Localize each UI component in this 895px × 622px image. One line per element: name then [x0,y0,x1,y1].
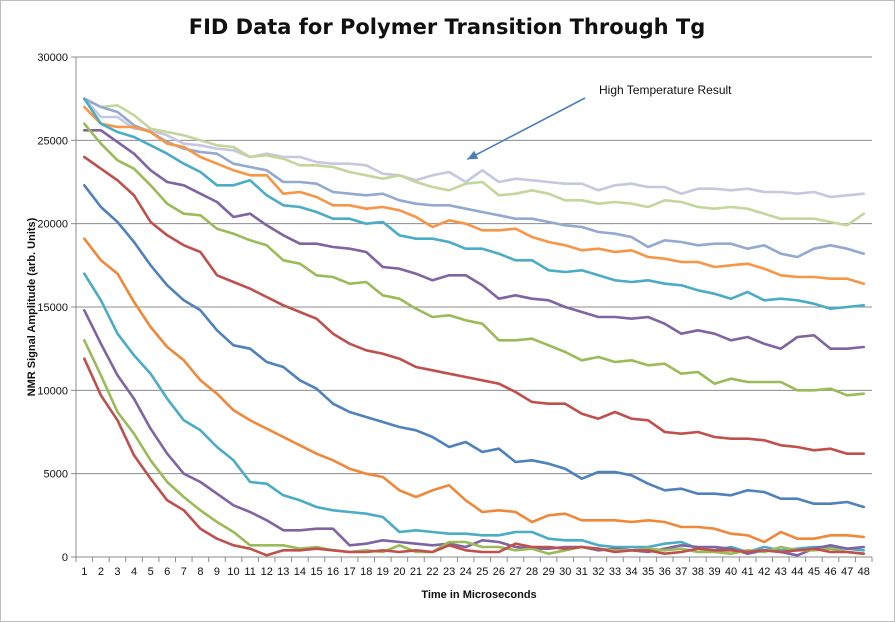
x-tick-label: 41 [742,566,754,578]
y-tick-label: 20000 [37,219,68,231]
series-line [83,272,866,554]
y-tick-label: 0 [62,552,68,564]
x-tick-label: 31 [576,566,588,578]
x-tick-label: 33 [609,566,621,578]
chart-title: FID Data for Polymer Transition Through … [189,15,706,39]
series-line [83,97,866,259]
y-tick-labels: 0 5000 10000 15000 20000 25000 30000 [37,52,68,564]
series-line [83,184,866,509]
annotation-arrow-shaft [466,97,586,161]
x-tick-label: 15 [310,566,322,578]
x-tick-label: 30 [559,566,571,578]
x-tick-label: 39 [708,566,720,578]
x-tick-label: 21 [410,566,422,578]
x-tick-label: 32 [592,566,604,578]
x-tick-label: 10 [227,566,239,578]
series-lines [83,97,866,557]
x-tick-label: 27 [509,566,521,578]
x-tick-label: 36 [659,566,671,578]
y-tick-label: 10000 [37,385,68,397]
x-tick-label: 19 [377,566,389,578]
x-axis-title: Time in Microseconds [421,589,536,601]
x-tick-labels: 1 2 3 4 5 6 7 8 9 10 11 12 13 14 15 16 17 18 19 20 21 22 23 24 2… [81,566,870,578]
x-tick-label: 11 [244,566,255,578]
x-tick-label: 13 [277,566,289,578]
x-tick-label: 47 [841,566,853,578]
x-tick-label: 38 [692,566,704,578]
x-tick-label: 43 [775,566,787,578]
y-tick-label: 25000 [37,135,68,147]
x-tick-label: 5 [148,566,154,578]
x-tick-label: 14 [294,566,306,578]
y-tick-label: 5000 [44,469,68,481]
series-line [83,237,866,544]
x-tick-label: 45 [808,566,820,578]
series-line [83,105,866,286]
x-tick-label: 18 [360,566,372,578]
x-tick-label: 9 [214,566,220,578]
y-tick-label: 30000 [37,52,68,64]
y-axis-title: NMR Signal Amplitude (arb. Units) [26,217,38,396]
x-tick-label: 29 [543,566,555,578]
x-tick-label: 46 [824,566,836,578]
x-tick-label: 1 [81,566,87,578]
annotation-arrow [466,97,586,161]
x-tick-label: 42 [758,566,770,578]
x-tick-label: 26 [493,566,505,578]
x-tick-label: 3 [114,566,120,578]
x-tick-label: 4 [131,566,137,578]
gridlines [71,56,872,558]
x-tick-label: 7 [181,566,187,578]
y-tick-label: 15000 [37,302,68,314]
x-tick-label: 6 [164,566,170,578]
x-tick-label: 48 [858,566,870,578]
x-tick-label: 40 [725,566,737,578]
x-tick-label: 34 [625,566,637,578]
x-tick-label: 44 [791,566,803,578]
x-tick-label: 25 [476,566,488,578]
series-line [83,155,866,456]
series-line [83,338,866,556]
x-tick-label: 20 [393,566,405,578]
x-tick-label: 17 [344,566,356,578]
axes [75,57,873,562]
series-line [83,122,866,397]
annotation-text: High Temperature Result [599,83,732,97]
x-tick-label: 2 [98,566,104,578]
x-tick-label: 22 [426,566,438,578]
x-tick-label: 35 [642,566,654,578]
x-tick-label: 12 [261,566,273,578]
x-tick-label: 24 [460,566,472,578]
annotation-arrowhead [467,150,479,160]
x-tick-label: 16 [327,566,339,578]
series-line [83,129,866,351]
series-line [83,97,866,311]
series-line [83,357,866,557]
x-tick-label: 23 [443,566,455,578]
series-line [83,97,866,199]
series-line [83,97,866,227]
x-tick-label: 28 [526,566,538,578]
x-tick-label: 8 [197,566,203,578]
x-tick-label: 37 [675,566,687,578]
